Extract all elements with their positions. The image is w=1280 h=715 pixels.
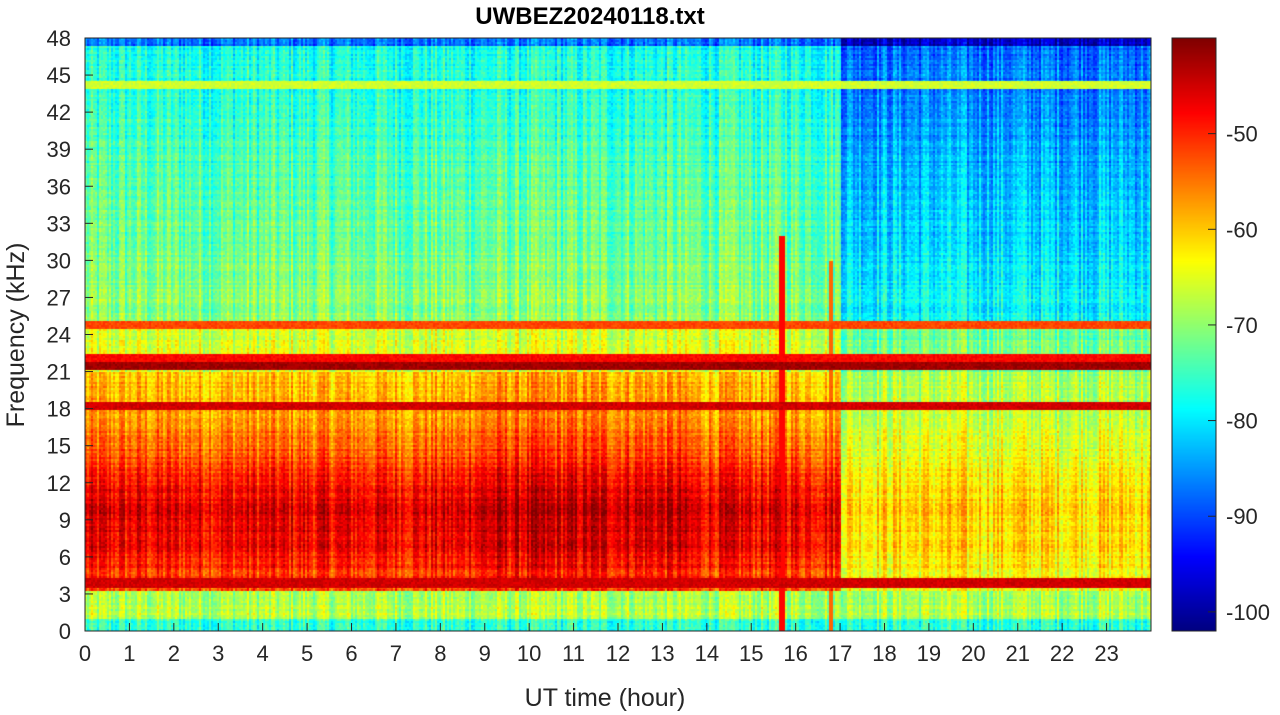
colorbar: -100 -90 -80 -70 -60 -50: [1171, 37, 1270, 632]
x-axis-label: UT time (hour): [525, 684, 686, 712]
x-tick-label: 5: [301, 641, 313, 666]
y-tick-label: 36: [47, 174, 71, 199]
colorbar-tick-label: -70: [1226, 313, 1258, 338]
plot-area: [84, 37, 1152, 632]
x-tick-label: 17: [828, 641, 852, 666]
x-tick-label: 18: [872, 641, 896, 666]
y-tick-label: 3: [59, 582, 71, 607]
colorbar-tick-label: -100: [1226, 600, 1270, 625]
x-tick-label: 2: [168, 641, 180, 666]
x-tick-label: 9: [479, 641, 491, 666]
y-tick-label: 33: [47, 211, 71, 236]
colorbar-frame: [1171, 37, 1217, 632]
x-tick-label: 8: [434, 641, 446, 666]
y-tick-label: 39: [47, 137, 71, 162]
x-tick-label: 20: [961, 641, 985, 666]
y-tick-label: 6: [59, 545, 71, 570]
x-tick-label: 4: [257, 641, 269, 666]
colorbar-tick-label: -60: [1226, 217, 1258, 242]
colorbar-gradient: [1172, 38, 1216, 631]
x-axis-ticks: 0 1 2 3 4 5 6 7 8 9 10 11 12 13 14 15 16 17 18 19 20 21 22 23: [79, 623, 1119, 666]
x-tick-label: 3: [212, 641, 224, 666]
y-tick-label: 48: [47, 26, 71, 51]
x-tick-label: 22: [1050, 641, 1074, 666]
y-tick-label: 24: [47, 323, 71, 348]
y-tick-label: 18: [47, 397, 71, 422]
y-tick-label: 9: [59, 508, 71, 533]
x-tick-label: 13: [650, 641, 674, 666]
x-tick-label: 10: [517, 641, 541, 666]
colorbar-ticks: -100 -90 -80 -70 -60 -50: [1208, 122, 1270, 625]
x-tick-label: 1: [123, 641, 135, 666]
x-tick-label: 12: [606, 641, 630, 666]
y-tick-label: 21: [47, 360, 71, 385]
spectrogram-heatmap: [85, 38, 1151, 631]
x-tick-label: 16: [783, 641, 807, 666]
x-tick-label: 11: [562, 641, 585, 666]
x-tick-label: 15: [739, 641, 763, 666]
x-tick-label: 21: [1006, 641, 1030, 666]
y-tick-label: 45: [47, 63, 71, 88]
chart-title: UWBEZ20240118.txt: [475, 3, 704, 30]
y-tick-label: 0: [59, 619, 71, 644]
x-tick-label: 7: [390, 641, 402, 666]
y-axis-label: Frequency (kHz): [2, 243, 30, 428]
x-tick-label: 0: [79, 641, 91, 666]
y-tick-label: 15: [47, 434, 71, 459]
x-tick-label: 23: [1094, 641, 1118, 666]
colorbar-tick-label: -50: [1226, 122, 1258, 147]
x-tick-label: 6: [345, 641, 357, 666]
y-tick-label: 30: [47, 248, 71, 273]
y-tick-label: 42: [47, 100, 71, 125]
colorbar-tick-label: -90: [1226, 504, 1258, 529]
x-tick-label: 14: [695, 641, 719, 666]
y-tick-label: 27: [47, 285, 71, 310]
y-tick-label: 12: [47, 471, 71, 496]
x-tick-label: 19: [917, 641, 941, 666]
colorbar-tick-label: -80: [1226, 409, 1258, 434]
